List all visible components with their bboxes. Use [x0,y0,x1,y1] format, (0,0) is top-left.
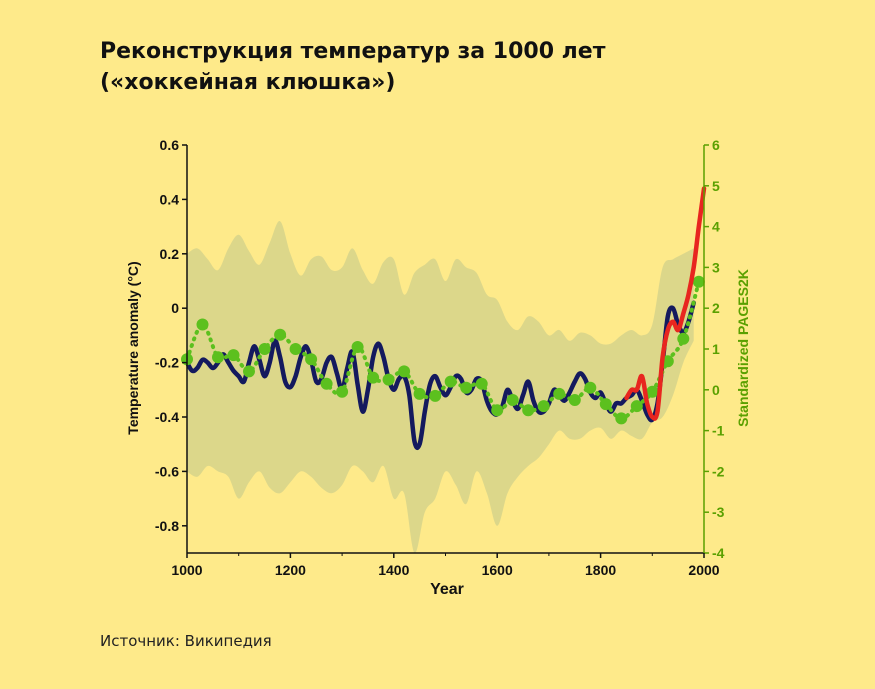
y2-tick-label: 4 [712,219,720,235]
x-axis-label: Year [430,581,464,598]
y2-tick-label: -1 [712,423,725,439]
y2-tick-label: 3 [712,259,720,275]
pages2k-point [584,381,597,394]
y-tick-label: -0.6 [155,463,179,479]
pages2k-point [522,404,535,417]
pages2k-point [429,389,442,402]
pages2k-point [398,365,411,378]
y-axis-label: Temperature anomaly (°C) [125,261,141,434]
y2-tick-label: 5 [712,178,720,194]
title-line-2: («хоккейная клюшка») [100,70,396,95]
pages2k-series-layer [181,275,705,425]
pages2k-point [553,387,566,400]
source-note: Источник: Википедия [100,632,272,650]
x-tick-label: 1400 [378,562,409,578]
y-tick-label: 0.2 [160,246,180,262]
pages2k-point [661,355,674,368]
y-tick-label: 0 [171,300,179,316]
pages2k-point [460,381,473,394]
pages2k-line [185,279,701,421]
pages2k-point [367,371,380,384]
pages2k-point [413,387,426,400]
pages2k-point [568,394,581,406]
x-tick-label: 2000 [688,562,719,578]
x-tick-label: 1800 [585,562,616,578]
pages2k-point [444,375,457,388]
pages2k-point [475,377,488,390]
y2-tick-label: 1 [712,341,720,357]
y2-tick-label: 2 [712,300,720,316]
pages2k-point [491,404,504,417]
pages2k-point [630,400,643,413]
pages2k-point [274,328,287,341]
pages2k-point [599,398,612,411]
y2-tick-label: -4 [712,545,725,561]
y-tick-label: -0.4 [155,409,179,425]
pages2k-point [212,351,224,364]
pages2k-point [258,343,271,355]
pages2k-point [506,394,519,406]
title-line-1: Реконструкция температур за 1000 лет [100,39,606,64]
x-tick-label: 1000 [171,562,202,578]
pages2k-point [677,332,690,345]
y-tick-label: -0.8 [155,518,179,534]
pages2k-point [336,385,349,398]
pages2k-point [227,349,240,362]
pages2k-point [289,343,302,355]
y-tick-label: -0.2 [155,355,179,371]
pages2k-point [320,377,333,390]
y2-tick-label: 0 [712,382,720,398]
pages2k-point [243,365,255,378]
x-tick-label: 1600 [482,562,513,578]
pages2k-point [537,400,550,413]
chart-title: Реконструкция температур за 1000 лет («х… [100,36,800,98]
y-tick-label: 0.4 [160,191,180,207]
pages2k-point [615,412,628,425]
pages2k-point [382,373,395,386]
y-tick-label: 0.6 [160,137,180,153]
y2-tick-label: 6 [712,137,720,153]
instrumental-line [624,186,707,421]
pages2k-point [305,353,318,366]
pages2k-point [196,318,209,331]
instrumental-series-layer [624,186,707,421]
y2-axis-label: Standardized PAGES2K [735,269,751,427]
axes-layer: 0.6 0.4 0.2 0 -0.2 -0.4 -0.6 -0.8 6 5 4 3 2 1 0 -1 -2 -3 -… [155,137,725,578]
pages2k-point [351,341,364,353]
pages2k-point [692,275,705,288]
pages2k-point [646,385,659,398]
y2-tick-label: -3 [712,504,725,520]
y2-tick-label: -2 [712,463,725,479]
x-tick-label: 1200 [275,562,306,578]
